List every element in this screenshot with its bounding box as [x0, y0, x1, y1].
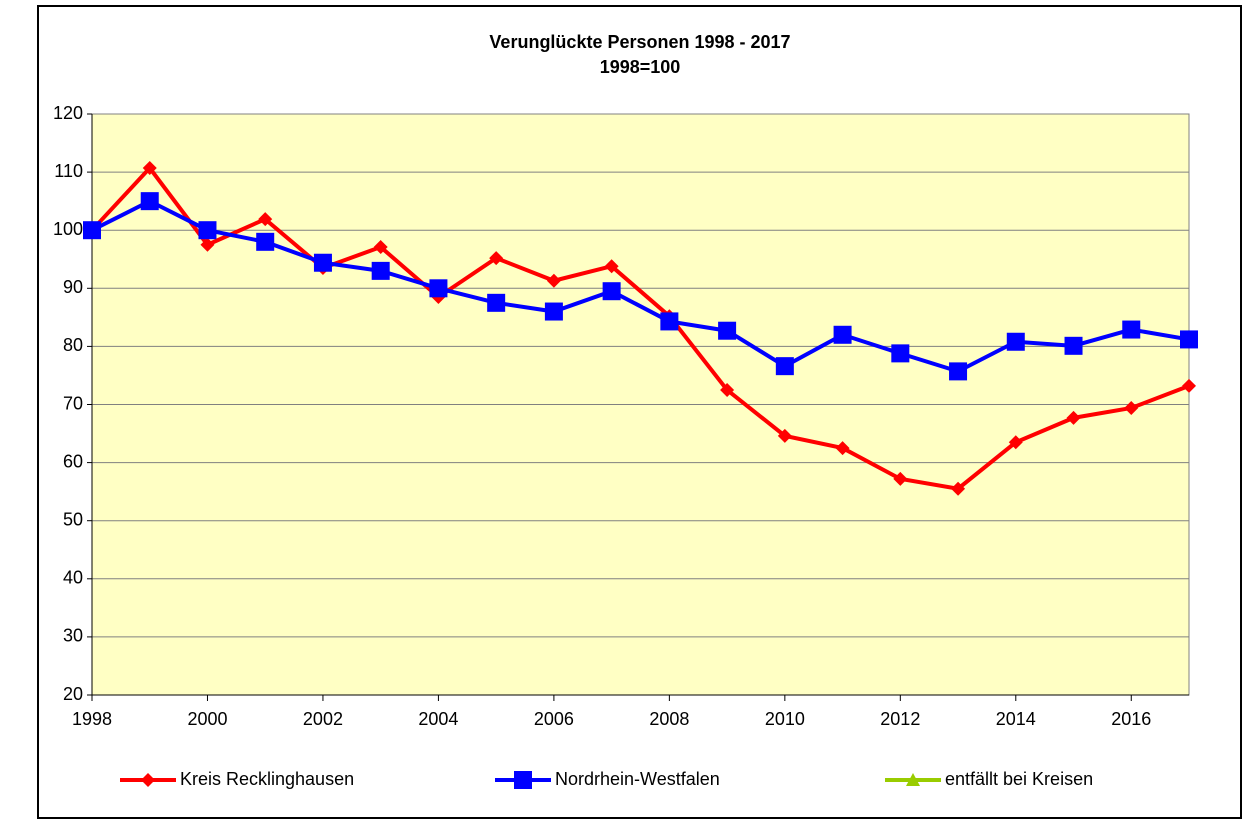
point — [200, 237, 215, 252]
series-line — [90, 164, 1190, 491]
x-tick-label: 2004 — [418, 709, 458, 729]
point — [835, 441, 850, 456]
x-tick-label: 2000 — [187, 709, 227, 729]
chart-title: Verunglückte Personen 1998 - 2017 — [489, 32, 790, 52]
point — [83, 221, 101, 240]
point — [951, 481, 966, 496]
point — [313, 253, 332, 272]
legend-label: Kreis Recklinghausen — [180, 769, 354, 789]
point — [718, 321, 737, 340]
point — [140, 192, 159, 211]
legend-marker — [141, 773, 155, 787]
y-tick-label: 40 — [63, 568, 83, 588]
point — [1124, 400, 1139, 415]
legend-label: Nordrhein-Westfalen — [555, 769, 720, 789]
point — [660, 312, 679, 331]
point — [1122, 320, 1141, 339]
point — [891, 344, 910, 363]
x-tick-label: 2008 — [649, 709, 689, 729]
x-tick-label: 2010 — [765, 709, 805, 729]
point — [489, 251, 504, 266]
y-tick-label: 70 — [63, 393, 83, 413]
y-tick-label: 110 — [54, 161, 83, 181]
chart-subtitle: 1998=100 — [600, 57, 681, 77]
x-tick-label: 2006 — [534, 709, 574, 729]
legend-marker — [514, 771, 532, 789]
point — [604, 259, 619, 274]
x-tick-label: 2012 — [880, 709, 920, 729]
x-tick-label: 2002 — [303, 709, 343, 729]
point — [487, 293, 506, 312]
point — [256, 232, 275, 251]
point — [142, 161, 157, 176]
point — [1182, 378, 1196, 393]
point — [1180, 330, 1198, 349]
x-tick-label: 2014 — [996, 709, 1036, 729]
point — [833, 325, 852, 344]
legend-label: entfällt bei Kreisen — [945, 769, 1093, 789]
point — [429, 279, 448, 298]
point — [775, 357, 794, 376]
point — [1064, 336, 1083, 355]
y-tick-label: 90 — [63, 277, 83, 297]
point — [544, 302, 563, 321]
point — [1066, 410, 1081, 425]
point — [1006, 332, 1025, 351]
point — [949, 362, 968, 381]
point — [546, 273, 561, 288]
y-tick-label: 20 — [63, 684, 83, 704]
point — [602, 282, 621, 301]
y-tick-label: 60 — [63, 451, 83, 471]
y-tick-label: 120 — [53, 103, 83, 123]
point — [373, 240, 388, 255]
y-tick-label: 80 — [63, 335, 83, 355]
point — [198, 221, 217, 240]
y-tick-label: 30 — [63, 626, 83, 646]
point — [893, 471, 908, 486]
legend-marker — [906, 773, 920, 786]
point — [777, 428, 792, 443]
point — [720, 382, 735, 397]
x-tick-label: 1998 — [72, 709, 112, 729]
point — [1008, 435, 1023, 450]
x-tick-label: 2016 — [1111, 709, 1151, 729]
point — [258, 212, 273, 227]
y-tick-label: 100 — [53, 219, 83, 239]
y-tick-label: 50 — [63, 509, 83, 529]
series-line — [91, 198, 1190, 374]
point — [371, 261, 390, 280]
